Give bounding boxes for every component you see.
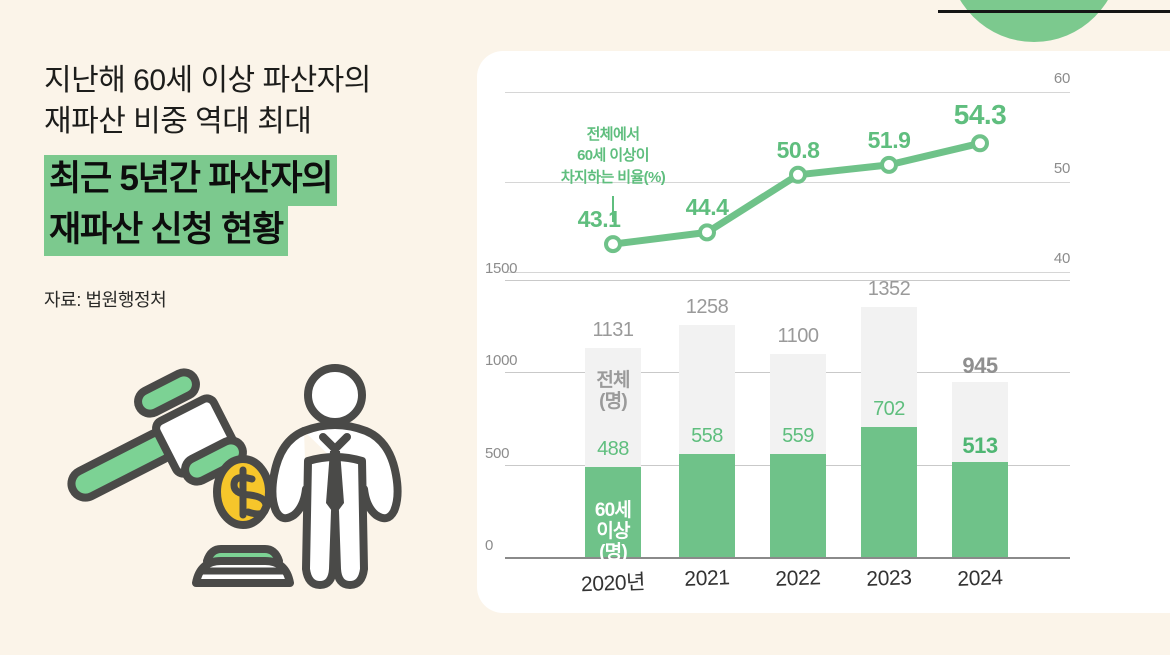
right-axis-tick-60: 60: [1053, 70, 1070, 87]
in-bar-legend-total: 전체 (명): [596, 370, 630, 413]
value-label-total-2022: 1100: [777, 324, 819, 347]
left-axis-tick-0: 0: [485, 537, 494, 554]
value-label-over60-2024: 513: [962, 433, 998, 459]
ratio-marker-2022: [789, 165, 807, 184]
bar-over60-2024[interactable]: [952, 462, 1008, 557]
ratio-marker-2021: [698, 223, 716, 242]
ratio-annotation: 전체에서 60세 이상이 차지하는 비율(%): [560, 126, 666, 186]
value-label-total-2023: 1352: [867, 278, 911, 301]
title-highlight-line-2: 재파산 신청 현황: [44, 205, 289, 257]
businessman-icon: [268, 364, 402, 589]
value-label-over60-2022: 559: [782, 424, 814, 447]
annotation-leader-line: [612, 196, 614, 223]
ratio-marker-2024: [971, 134, 989, 153]
top-right-green-dome: [948, 0, 1120, 42]
ratio-value-label-2024: 54.3: [953, 99, 1007, 131]
value-label-over60-2021: 558: [691, 424, 723, 447]
bar-over60-2020년[interactable]: [585, 466, 641, 557]
in-bar-legend-over60: 60세 이상 (명): [594, 499, 632, 564]
left-axis-tick-1000: 1000: [485, 352, 518, 369]
chart-card: 60 50 40 1500 1000 500 0 1131 488 2020년 1258 558 202…: [477, 51, 1170, 613]
ratio-marker-2023: [880, 155, 898, 174]
x-axis-baseline: [505, 557, 1070, 559]
source-credit: 자료: 법원행정처: [44, 290, 167, 311]
left-axis-tick-1500: 1500: [485, 260, 518, 277]
dollar-coin-icon: [213, 455, 273, 529]
kicker-line-2: 재파산 비중 역대 최대: [44, 105, 312, 139]
title-highlight-line-1: 최근 5년간 파산자의: [44, 154, 338, 206]
right-axis-tick-40: 40: [1053, 250, 1070, 267]
ratio-value-label-2021: 44.4: [685, 194, 729, 221]
headline-block: 지난해 60세 이상 파산자의 재파산 비중 역대 최대 최근 5년간 파산자의…: [44, 60, 464, 312]
illustration-svg: [67, 364, 402, 589]
chart-plot-area: 60 50 40 1500 1000 500 0 1131 488 2020년 1258 558 202…: [477, 51, 1170, 613]
x-axis-label-2024: 2024: [956, 566, 1003, 591]
page-title: 최근 5년간 파산자의 재파산 신청 현황: [44, 154, 464, 257]
illustration: [55, 355, 455, 610]
right-axis-tick-50: 50: [1053, 160, 1070, 177]
ratio-value-label-2023: 51.9: [867, 126, 911, 153]
bar-over60-2021[interactable]: [679, 453, 735, 557]
value-label-total-2024: 945: [962, 353, 998, 379]
ratio-marker-2020년: [604, 235, 622, 254]
ratio-value-label-2022: 50.8: [776, 136, 820, 163]
gridline-right-40: [505, 272, 1070, 273]
bar-over60-2022[interactable]: [770, 453, 826, 557]
value-label-total-2021: 1258: [685, 295, 729, 318]
bar-over60-2023[interactable]: [861, 427, 917, 557]
top-black-rule: [938, 10, 1170, 13]
value-label-over60-2023: 702: [873, 398, 905, 421]
gridline-right-60: [505, 92, 1070, 93]
kicker-line-1: 지난해 60세 이상 파산자의: [44, 64, 371, 97]
gavel-upper-band-icon: [134, 368, 200, 418]
ratio-value-label-2020년: 43.1: [577, 206, 621, 233]
sound-block-icon: [192, 545, 294, 587]
left-axis-tick-500: 500: [485, 445, 510, 462]
value-label-total-2020년: 1131: [592, 319, 634, 342]
value-label-over60-2020년: 488: [597, 437, 629, 460]
gridline-left-1500: [505, 280, 1070, 281]
